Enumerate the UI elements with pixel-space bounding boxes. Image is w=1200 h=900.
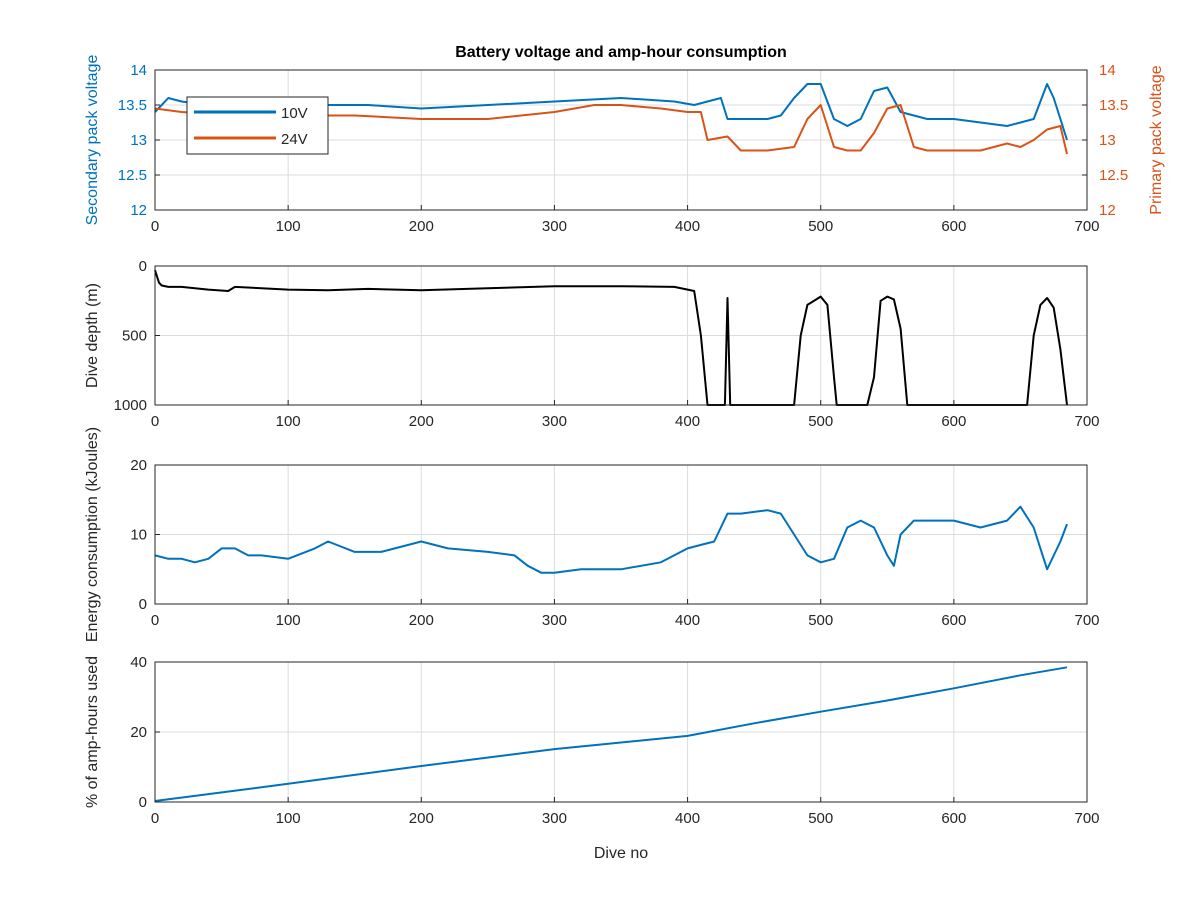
y-axis-label: Energy consumption (kJoules) [84,427,101,642]
y-tick-label: 1000 [114,397,147,414]
x-tick-label: 400 [675,612,700,629]
y-right-tick-label: 13 [1099,132,1116,149]
x-tick-label: 400 [675,218,700,235]
series-line-panel4-0 [154,666,1068,802]
y-tick-label: 12.5 [118,167,147,184]
x-tick-label: 100 [276,413,301,430]
legend-label-10v: 10V [281,105,308,122]
subplot-1: 0 100 200 300 400 500 600 7001212.51313.5141212… [84,55,1165,235]
subplots: 0 100 200 300 400 500 600 7001212.51313.5141212… [84,55,1165,827]
y-tick-label: 0 [139,258,147,275]
x-tick-label: 100 [276,810,301,827]
x-tick-label: 600 [941,612,966,629]
series-line-panel3-0 [154,505,1068,574]
y-tick-label: 20 [130,724,147,741]
y-tick-label: 14 [130,62,147,79]
x-axis-label: Dive no [594,845,648,862]
x-tick-label: 300 [542,218,567,235]
x-tick-label: 500 [808,810,833,827]
x-tick-label: 600 [941,413,966,430]
y-axis-label: % of amp-hours used [84,656,101,808]
x-tick-label: 200 [409,810,434,827]
x-tick-label: 0 [151,413,159,430]
y-tick-label: 40 [130,654,147,671]
y-right-tick-label: 14 [1099,62,1116,79]
y-right-tick-label: 12 [1099,202,1116,219]
x-tick-label: 200 [409,413,434,430]
subplot-2: 0 100 200 300 400 500 600 700 0 500 1000 Dive depth… [84,258,1100,430]
x-tick-label: 300 [542,413,567,430]
y-tick-label: 10 [130,527,147,544]
y-tick-label: 12 [130,202,147,219]
x-tick-label: 600 [941,810,966,827]
x-tick-label: 600 [941,218,966,235]
x-tick-label: 400 [675,413,700,430]
legend-box [186,96,329,155]
legend: 10V 24V [186,96,329,155]
x-tick-label: 700 [1074,218,1099,235]
x-tick-label: 700 [1074,612,1099,629]
y-tick-label: 0 [139,794,147,811]
x-tick-label: 200 [409,218,434,235]
x-tick-label: 0 [151,810,159,827]
series-line-24v [154,104,1068,155]
y-tick-label: 20 [130,457,147,474]
y-right-tick-label: 12.5 [1099,167,1128,184]
x-tick-label: 200 [409,612,434,629]
legend-label-24v: 24V [281,131,308,148]
subplot-3: 0 100 200 300 400 500 600 700 0 10 20 Energy consum… [84,427,1100,642]
x-tick-label: 700 [1074,810,1099,827]
y-axis-label: Dive depth (m) [84,283,101,388]
y-tick-label: 0 [139,596,147,613]
y-right-axis-label: Primary pack voltage [1148,65,1165,214]
y-axis-label: Secondary pack voltage [84,55,101,226]
y-tick-label: 500 [122,328,147,345]
subplot-4: 0 100 200 300 400 500 600 700 0 20 40 % of amp-hour… [84,654,1100,827]
x-tick-label: 400 [675,810,700,827]
x-tick-label: 0 [151,218,159,235]
x-tick-label: 300 [542,810,567,827]
x-tick-label: 500 [808,612,833,629]
x-tick-label: 0 [151,612,159,629]
y-right-tick-label: 13.5 [1099,97,1128,114]
x-tick-label: 700 [1074,413,1099,430]
y-tick-label: 13 [130,132,147,149]
x-tick-label: 500 [808,413,833,430]
x-tick-label: 100 [276,612,301,629]
x-tick-label: 100 [276,218,301,235]
x-tick-label: 500 [808,218,833,235]
y-tick-label: 13.5 [118,97,147,114]
x-tick-label: 300 [542,612,567,629]
figure-title: Battery voltage and amp-hour consumption [455,44,787,61]
